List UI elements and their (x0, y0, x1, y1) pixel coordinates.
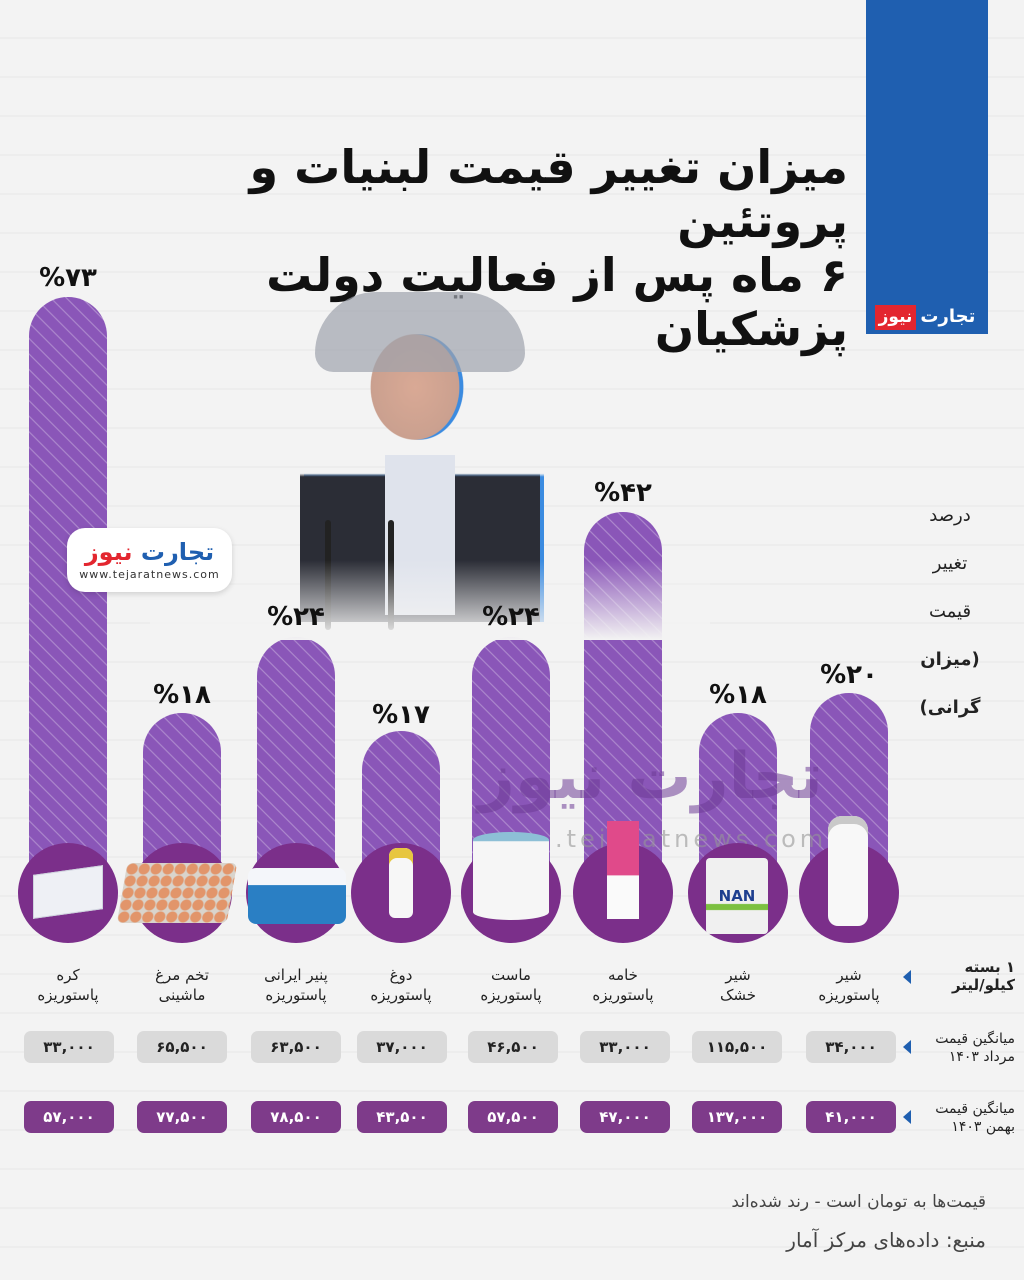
old-price-pill: ۳۳,۰۰۰ (580, 1031, 670, 1063)
egg-tray-icon (116, 863, 238, 923)
speaker-photo-hair (315, 292, 525, 372)
doogh-bottle-icon (389, 848, 413, 918)
new-price-pill: ۵۷,۵۰۰ (468, 1101, 558, 1133)
page-title: میزان تغییر قیمت لبنیات و پروتئین ۶ ماه … (148, 140, 849, 356)
new-price-pill: ۴۱,۰۰۰ (806, 1101, 896, 1133)
pointer-triangle-icon (903, 1110, 911, 1124)
pct-label: %۴۲ (594, 478, 652, 508)
old-price-pill: ۳۴,۰۰۰ (806, 1031, 896, 1063)
brand-wordmark: تجارت نیوز (84, 537, 215, 566)
axis-label-word: گرانی) (919, 697, 981, 718)
brand-name-part2: نیوز (874, 304, 917, 330)
milk-bottle-icon (828, 816, 868, 926)
product-name: دوغ پاستوریزه (370, 966, 432, 1004)
product-name: شیر پاستوریزه (818, 966, 880, 1004)
old-price-pill: ۱۱۵,۵۰۰ (692, 1031, 782, 1063)
footer-note: قیمت‌ها به تومان است - رند شده‌اند (731, 1192, 986, 1212)
pointer-triangle-icon (903, 970, 911, 984)
pct-label: %۱۷ (372, 700, 430, 730)
pct-label: %۱۸ (709, 680, 767, 710)
product-name: تخم مرغ ماشینی (155, 966, 209, 1004)
cream-carton-icon (607, 821, 639, 919)
product-name: ماست پاستوریزه (480, 966, 542, 1004)
new-price-pill: ۷۷,۵۰۰ (137, 1101, 227, 1133)
axis-label-word: قیمت (928, 601, 972, 622)
row-label-new-price: میانگین قیمت بهمن ۱۴۰۳ (935, 1101, 1015, 1135)
cheese-tub-icon (248, 868, 346, 924)
pointer-triangle-icon (903, 1040, 911, 1054)
old-price-pill: ۴۶,۵۰۰ (468, 1031, 558, 1063)
old-price-pill: ۳۳,۰۰۰ (24, 1031, 114, 1063)
new-price-pill: ۱۳۷,۰۰۰ (692, 1101, 782, 1133)
title-line-2: ۶ ماه پس از فعالیت دولت پزشکیان (266, 248, 848, 356)
pct-label: %۲۴ (267, 602, 325, 632)
pct-label: %۲۴ (482, 602, 540, 632)
new-price-pill: ۵۷,۰۰۰ (24, 1101, 114, 1133)
yogurt-tub-icon (473, 832, 549, 920)
old-price-pill: ۶۳,۵۰۰ (251, 1031, 341, 1063)
watermark-url: .tejaratnews.com (555, 825, 828, 853)
product-name: پنیر ایرانی پاستوریزه (264, 966, 328, 1004)
watermark: تجارت نیوز (478, 740, 823, 814)
product-name: کره پاستوریزه (37, 966, 99, 1004)
new-price-pill: ۷۸,۵۰۰ (251, 1101, 341, 1133)
row-label-unit: ۱ بسته کیلو/لیتر (951, 958, 1015, 994)
brand-band (866, 0, 988, 334)
product-name: شیر خشک (719, 966, 757, 1004)
axis-label-word: درصد (929, 505, 971, 526)
product-name: خامه پاستوریزه (592, 966, 654, 1004)
bar-butter (29, 297, 107, 897)
photo-fade (150, 560, 710, 640)
powdered-milk-can-icon: NAN (706, 858, 768, 934)
brand-logo-card: تجارت نیوز www.tejaratnews.com (67, 528, 232, 592)
axis-label-word: (میزان (920, 649, 980, 670)
old-price-pill: ۳۷,۰۰۰ (357, 1031, 447, 1063)
pct-label: %۷۳ (39, 263, 97, 293)
axis-label-word: تغییر (932, 553, 968, 574)
old-price-pill: ۶۵,۵۰۰ (137, 1031, 227, 1063)
brand-name-part1: تجارت (920, 306, 976, 327)
brand-logo-band: نیوز تجارت (866, 300, 988, 334)
footer-source: منبع: داده‌های مرکز آمار (786, 1228, 986, 1252)
new-price-pill: ۴۷,۰۰۰ (580, 1101, 670, 1133)
row-label-old-price: میانگین قیمت مرداد ۱۴۰۳ (935, 1031, 1015, 1065)
brand-url: www.tejaratnews.com (79, 567, 220, 581)
pct-label: %۱۸ (153, 680, 211, 710)
pct-label: %۲۰ (820, 660, 878, 690)
new-price-pill: ۴۳,۵۰۰ (357, 1101, 447, 1133)
title-line-1: میزان تغییر قیمت لبنیات و پروتئین (249, 140, 849, 248)
